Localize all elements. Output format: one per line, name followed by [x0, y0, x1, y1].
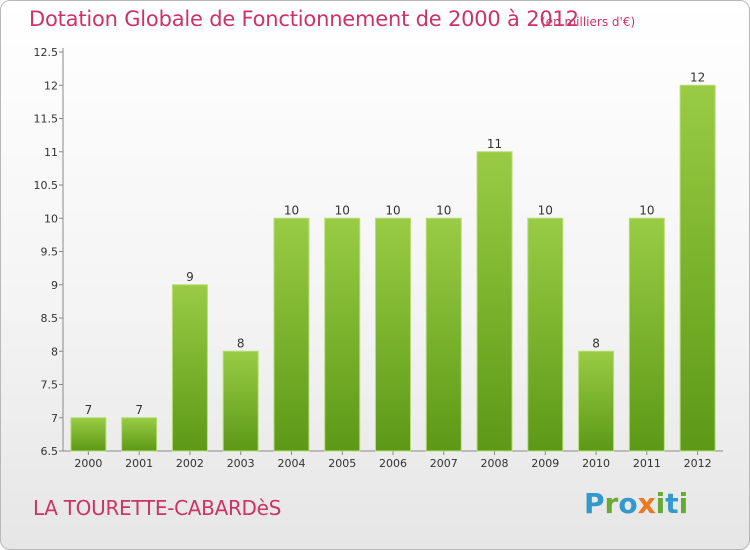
y-tick-label: 6.5: [41, 445, 59, 458]
bar-value-label: 11: [487, 137, 502, 151]
bar-value-label: 7: [85, 403, 93, 417]
x-tick-label: 2000: [74, 457, 102, 470]
y-tick-label: 12: [44, 79, 58, 92]
x-tick-label: 2010: [582, 457, 610, 470]
bars: 7 7 9 8 10 10 10 10 11 10 8 10 12: [70, 70, 716, 452]
bar-value-label: 12: [690, 70, 705, 84]
y-tick-label: 8: [51, 345, 58, 358]
bar-2003: [222, 350, 259, 452]
bar-2005: [324, 217, 361, 452]
x-tick-label: 2006: [379, 457, 407, 470]
logo-letter: P: [584, 487, 605, 520]
bar-2000: [70, 417, 107, 452]
bar-value-label: 9: [186, 270, 194, 284]
bar-value-label: 10: [284, 203, 299, 217]
logo-letter: x: [637, 487, 656, 520]
logo-letter: i: [678, 487, 689, 520]
bar-2011: [628, 217, 665, 452]
bar-2008: [476, 151, 513, 452]
bar-value-label: 10: [436, 203, 451, 217]
y-tick-label: 10.5: [34, 179, 59, 192]
chart-title: Dotation Globale de Fonctionnement de 20…: [29, 7, 579, 31]
proxiti-logo[interactable]: Proxiti: [584, 487, 688, 520]
bar-value-label: 10: [335, 203, 350, 217]
x-tick-label: 2008: [481, 457, 509, 470]
axes: 6.5 7 7.5 8 8.5 9 9.5 10 10.5 11 11.5 12 12.5 2000 200…: [34, 46, 723, 470]
x-tick-label: 2009: [531, 457, 559, 470]
x-tick-label: 2011: [633, 457, 661, 470]
y-tick-label: 7: [51, 412, 58, 425]
x-tick-label: 2002: [176, 457, 204, 470]
y-tick-label: 9: [51, 279, 58, 292]
y-tick-label: 10: [44, 212, 58, 225]
y-tick-label: 7.5: [41, 379, 59, 392]
bar-value-label: 10: [538, 203, 553, 217]
bar-2012: [679, 84, 716, 452]
y-tick-label: 12.5: [34, 46, 59, 59]
logo-letter: i: [655, 487, 666, 520]
y-tick-label: 8.5: [41, 312, 59, 325]
bar-2006: [375, 217, 411, 452]
bar-2007: [425, 217, 462, 452]
y-tick-label: 11.5: [34, 113, 59, 126]
logo-letter: t: [665, 487, 679, 520]
x-tick-label: 2005: [328, 457, 356, 470]
x-tick-label: 2004: [277, 457, 305, 470]
logo-letter: o: [618, 487, 638, 520]
logo-letter: r: [604, 487, 619, 520]
bar-2004: [273, 217, 310, 452]
commune-name: LA TOURETTE-CABARDèS: [33, 496, 282, 520]
bar-value-label: 8: [592, 336, 600, 350]
bar-value-label: 7: [135, 403, 143, 417]
bar-value-label: 8: [237, 336, 245, 350]
bar-2010: [578, 350, 615, 452]
y-tick-label: 11: [44, 146, 58, 159]
chart-subtitle: (en milliers d'€): [541, 15, 636, 29]
bar-2001: [121, 417, 158, 452]
bar-value-label: 10: [639, 203, 654, 217]
x-tick-label: 2012: [684, 457, 712, 470]
x-tick-label: 2001: [125, 457, 153, 470]
bar-2009: [527, 217, 564, 452]
y-tick-label: 9.5: [41, 246, 59, 259]
x-tick-label: 2003: [227, 457, 255, 470]
bar-2002: [171, 284, 208, 452]
bar-value-label: 10: [385, 203, 400, 217]
x-tick-label: 2007: [430, 457, 458, 470]
